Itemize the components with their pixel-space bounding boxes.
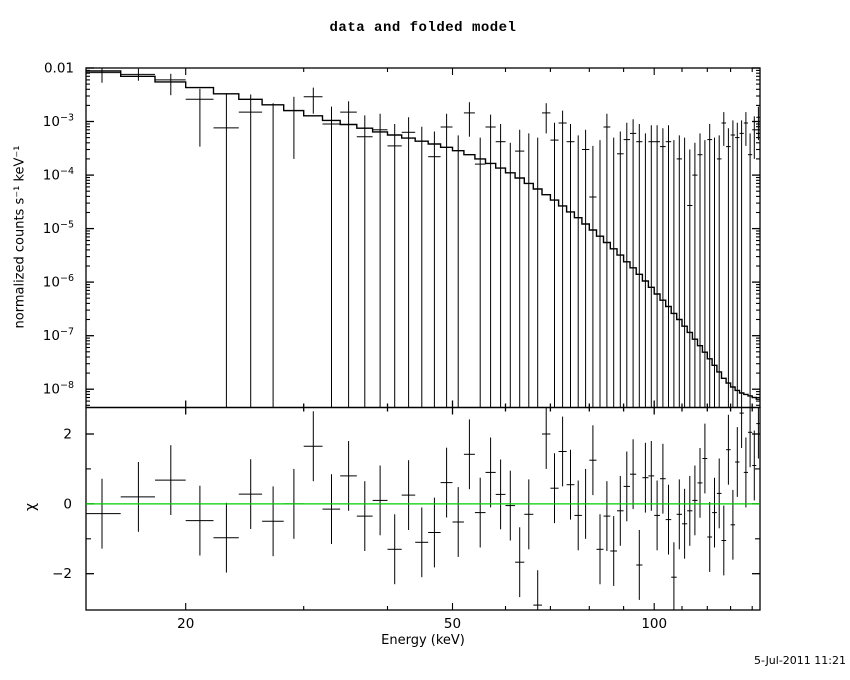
plot-title: data and folded model: [329, 20, 517, 36]
svg-text:10−4: 10−4: [43, 166, 74, 184]
svg-text:2: 2: [63, 427, 72, 443]
svg-text:10−5: 10−5: [43, 220, 74, 238]
svg-text:50: 50: [444, 616, 461, 632]
svg-text:10−8: 10−8: [43, 380, 74, 398]
chi-residual-points: [86, 407, 760, 610]
svg-text:−2: −2: [52, 566, 72, 582]
x-axis-label: Energy (keV): [381, 633, 465, 648]
svg-text:20: 20: [177, 616, 194, 632]
panel-frames: [85, 67, 761, 611]
y-axis-label-chi: χ: [23, 502, 39, 512]
svg-text:0: 0: [63, 496, 72, 512]
axis-ticks: [86, 67, 760, 610]
svg-text:10−6: 10−6: [43, 273, 74, 291]
svg-text:0.01: 0.01: [44, 61, 74, 77]
svg-text:10−7: 10−7: [43, 327, 74, 345]
svg-text:10−3: 10−3: [43, 113, 74, 131]
spectrum-data-points: [86, 68, 760, 408]
timestamp: 5-Jul-2011 11:21: [753, 654, 846, 667]
svg-text:100: 100: [641, 616, 667, 632]
tick-labels: 20 50 100 0.01 10−3 10−4 10−5 10−6 10−7 10−8 −2 0 2: [43, 61, 667, 633]
y-axis-label-counts: normalized counts s⁻¹ keV⁻¹: [12, 145, 28, 329]
